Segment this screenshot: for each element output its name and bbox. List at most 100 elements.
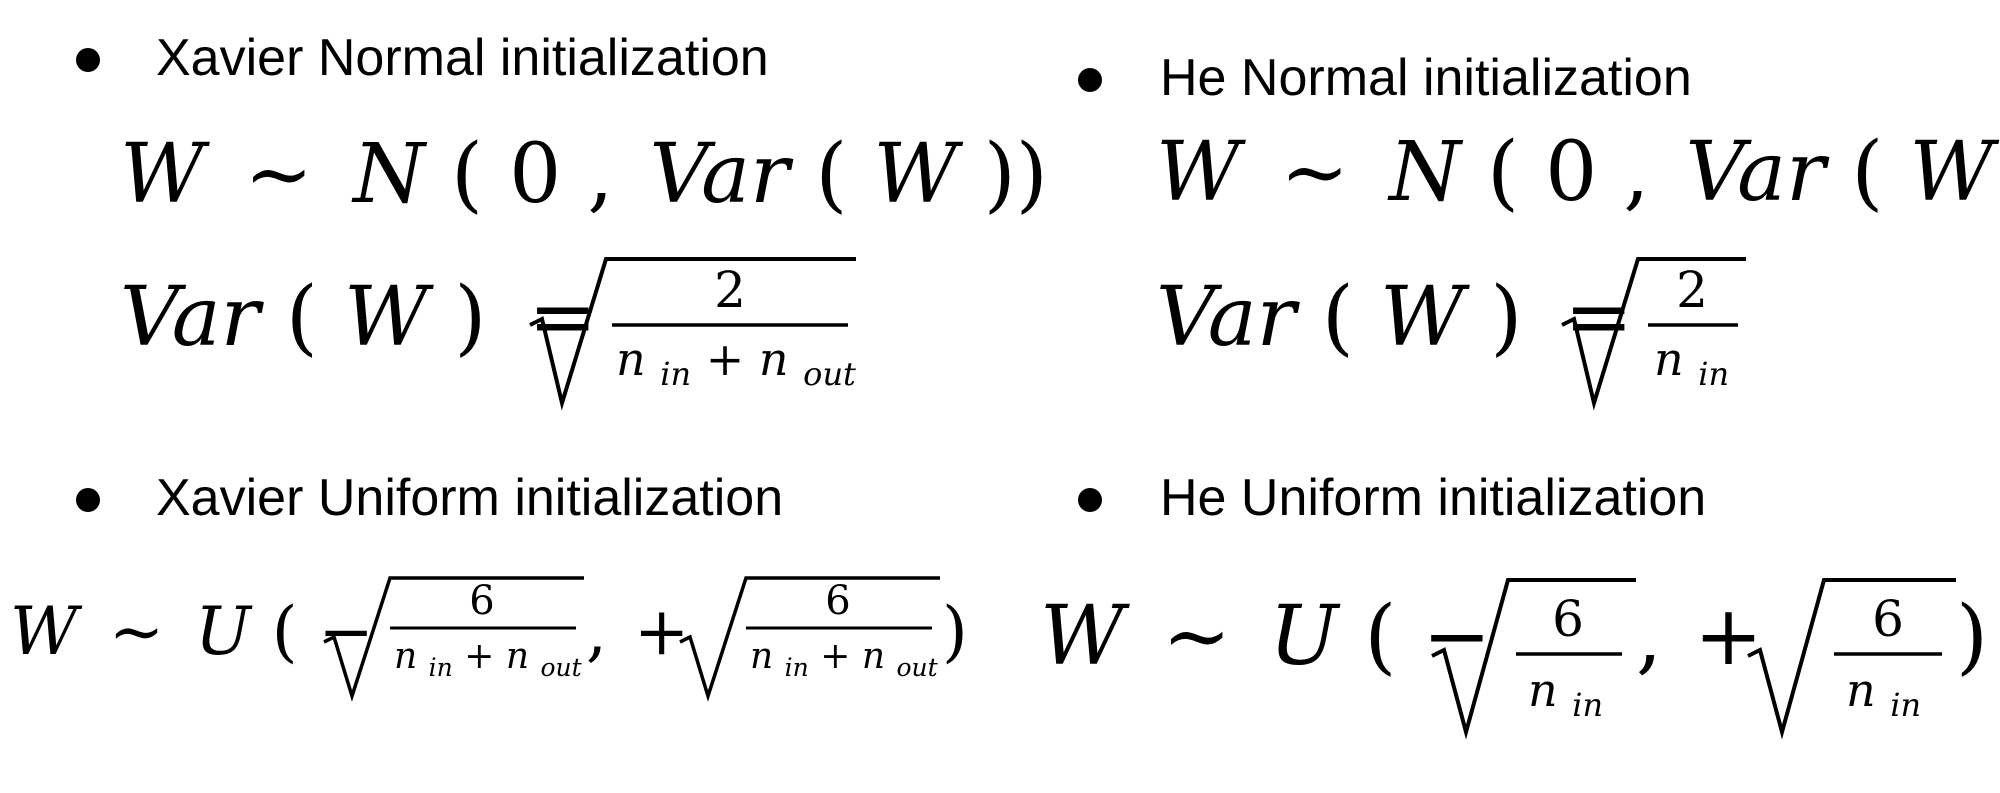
symbol-comma: ,: [586, 593, 607, 670]
denominator: n in + n out: [750, 636, 939, 685]
subscript-in: in: [660, 355, 691, 393]
radical-sign: [529, 257, 856, 411]
symbol-plus: +: [820, 636, 850, 677]
symbol-var: Var: [1685, 125, 1830, 220]
bullet-xavier-uniform: [76, 488, 100, 512]
formula-he-normal-variance: Var ( W ) = 2 n in: [1156, 257, 1746, 411]
bullet-xavier-normal: [76, 48, 100, 72]
symbol-sim: ∼: [1280, 125, 1349, 220]
symbol-n: n: [1654, 332, 1684, 386]
symbol-w: W: [344, 270, 434, 365]
symbol-n: n: [862, 636, 885, 677]
paren-close: )): [984, 127, 1048, 222]
bullet-he-normal: [1078, 68, 1102, 92]
symbol-plus: +: [634, 593, 689, 670]
svg-text:W ∼ N ( 0: W ∼ N ( 0 , Var ( W )): [120, 127, 1048, 222]
radical-sign: [1431, 578, 1636, 740]
formula-xavier-normal-distribution: W ∼ N ( 0 , Var ( W )): [120, 127, 1048, 222]
symbol-w: W: [1040, 589, 1130, 684]
symbol-n: n: [616, 332, 646, 386]
formula-he-normal-distribution: W ∼ N ( 0 , Var ( W )): [1156, 125, 1999, 220]
subscript-in: in: [1572, 686, 1603, 724]
symbol-sim: ∼: [109, 593, 164, 670]
formula-he-uniform: W ∼ U ( − 6 n in , + 6 n in ): [1040, 578, 1988, 740]
formula-xavier-normal-variance: Var ( W ) = 2 n in + n out: [120, 257, 856, 411]
paren-close: ): [942, 593, 968, 670]
paren-open: (: [272, 593, 298, 670]
subscript-out: out: [803, 355, 856, 393]
paren-open: (: [451, 127, 483, 222]
symbol-var: Var: [649, 127, 794, 222]
symbol-var: Var: [1156, 270, 1301, 365]
symbol-n: N: [1387, 125, 1464, 220]
symbol-n: n: [1846, 663, 1876, 717]
symbol-n: n: [394, 636, 417, 677]
symbol-sim: ∼: [1162, 589, 1231, 684]
symbol-equals: =: [528, 270, 597, 365]
radical-sign: [323, 576, 584, 702]
svg-text:W ∼ U ( −: W ∼ U ( −: [1040, 589, 1491, 684]
paren-close: ): [454, 270, 486, 365]
paren-open: (: [1851, 125, 1883, 220]
denominator: n in: [1528, 663, 1603, 724]
subscript-in: in: [1890, 686, 1921, 724]
svg-text:Var ( W ) =: Var ( W ) =: [1156, 270, 1633, 365]
numerator: 6: [1552, 590, 1584, 648]
heading-he-normal: He Normal initialization: [1160, 49, 1692, 107]
symbol-var: Var: [120, 270, 265, 365]
symbol-n: n: [1528, 663, 1558, 717]
symbol-plus: +: [464, 636, 494, 677]
symbol-plus: +: [706, 332, 745, 386]
radical-sign: [679, 576, 940, 702]
symbol-w: W: [1909, 125, 1999, 220]
symbol-n: N: [351, 127, 428, 222]
subscript-in: in: [785, 653, 809, 682]
subscript-in: in: [1698, 355, 1729, 393]
radical-sign: [1561, 257, 1746, 411]
paren-open: (: [1322, 270, 1354, 365]
symbol-w: W: [10, 593, 83, 670]
denominator: n in: [1846, 663, 1921, 724]
formula-xavier-uniform: W ∼ U ( − 6 n in + n out , + 6 n in + n …: [10, 576, 968, 702]
radical-sign: [1747, 578, 1956, 740]
bullet-he-uniform: [1078, 488, 1102, 512]
numerator: 2: [1676, 261, 1708, 319]
paren-close: ): [1956, 589, 1988, 684]
heading-xavier-normal: Xavier Normal initialization: [156, 29, 769, 87]
symbol-sim: ∼: [244, 127, 313, 222]
numerator: 2: [714, 261, 746, 319]
symbol-w: W: [120, 127, 210, 222]
symbol-u: U: [1269, 589, 1341, 684]
symbol-n: n: [759, 332, 789, 386]
numerator: 6: [469, 578, 494, 624]
heading-xavier-uniform: Xavier Uniform initialization: [156, 469, 784, 527]
symbol-comma: ,: [1623, 125, 1649, 220]
heading-he-uniform: He Uniform initialization: [1160, 469, 1707, 527]
paren-close: ): [1490, 270, 1522, 365]
subscript-out: out: [896, 653, 938, 682]
symbol-w: W: [873, 127, 963, 222]
denominator: n in + n out: [394, 636, 583, 685]
symbol-zero: 0: [509, 127, 561, 222]
symbol-n: n: [750, 636, 773, 677]
symbol-comma: ,: [587, 127, 613, 222]
paren-open: (: [286, 270, 318, 365]
numerator: 6: [1872, 590, 1904, 648]
numerator: 6: [825, 578, 850, 624]
svg-text:W ∼ U ( −: W ∼ U ( −: [10, 593, 374, 670]
symbol-n: n: [506, 636, 529, 677]
symbol-zero: 0: [1545, 125, 1597, 220]
symbol-u: U: [195, 593, 253, 670]
svg-text:Var ( W ) =: Var ( W ) =: [120, 270, 597, 365]
symbol-minus: −: [1422, 589, 1491, 684]
subscript-out: out: [540, 653, 582, 682]
symbol-comma: ,: [1636, 589, 1662, 684]
svg-text:, +: , +: [586, 593, 689, 670]
symbol-plus: +: [1694, 589, 1763, 684]
svg-text:, +: , +: [1636, 589, 1763, 684]
symbol-w: W: [1380, 270, 1470, 365]
paren-open: (: [1487, 125, 1519, 220]
subscript-in: in: [429, 653, 453, 682]
denominator: n in + n out: [616, 332, 856, 396]
paren-open: (: [1364, 589, 1396, 684]
